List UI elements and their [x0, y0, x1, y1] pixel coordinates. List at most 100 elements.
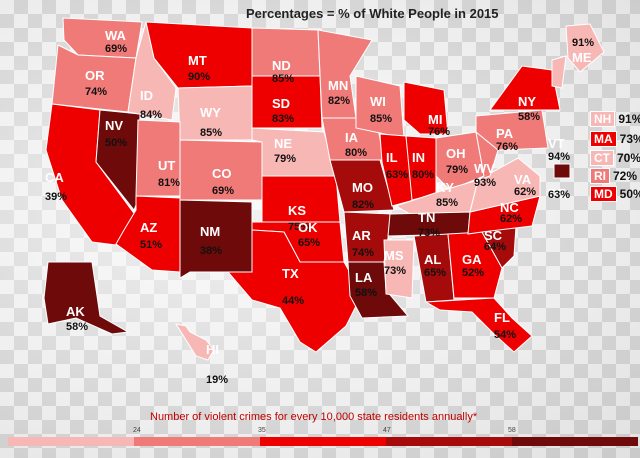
state-fl [424, 297, 533, 353]
state-abbr-nm: NM [200, 224, 220, 239]
legend-tick: 35 [258, 427, 266, 434]
state-pct-ny: 58% [518, 111, 540, 123]
state-pct-nv: 50% [105, 137, 127, 149]
state-tx [226, 229, 363, 353]
state-abbr-oh: OH [446, 146, 466, 161]
legend-tick: 47 [383, 427, 391, 434]
state-pct-la: 58% [355, 287, 377, 299]
state-vt [551, 55, 567, 89]
scale-segment-5 [512, 437, 638, 446]
scale-segment-3 [260, 437, 386, 446]
legend-title: Number of violent crimes for every 10,00… [150, 411, 478, 423]
ne-state-abbr: RI [590, 168, 610, 184]
state-abbr-nd: ND [272, 58, 291, 73]
state-pct-oh: 79% [446, 164, 468, 176]
state-abbr-ga: GA [462, 252, 482, 267]
state-pct-ne: 79% [274, 153, 296, 165]
state-abbr-nv: NV [105, 118, 123, 133]
state-abbr-ny: NY [518, 94, 536, 109]
state-abbr-nc: NC [500, 200, 519, 215]
state-mo [329, 159, 395, 213]
ne-state-abbr: NH [590, 111, 616, 127]
state-pct-sc: 64% [484, 241, 506, 253]
state-abbr-wv: WV [474, 161, 495, 176]
state-abbr-me: ME [572, 50, 592, 65]
state-pct-il: 63% [386, 169, 408, 181]
state-pct-ga: 52% [462, 267, 484, 279]
state-abbr-ks: KS [288, 203, 306, 218]
state-abbr-ut: UT [158, 158, 175, 173]
state-pct-az: 51% [140, 239, 162, 251]
state-la [347, 261, 410, 319]
state-pct-nm: 38% [200, 245, 222, 257]
state-abbr-al: AL [424, 252, 441, 267]
state-pct-al: 65% [424, 267, 446, 279]
state-abbr-fl: FL [494, 310, 510, 325]
state-pct-mt: 90% [188, 71, 210, 83]
legend-tick: 58 [508, 427, 516, 434]
state-pct-co: 69% [212, 185, 234, 197]
state-pct-mi: 76% [428, 126, 450, 138]
ne-state-pct: 70% [617, 151, 640, 165]
state-pct-in: 80% [412, 169, 434, 181]
state-pa [475, 109, 549, 151]
state-abbr-ok: OK [298, 220, 318, 235]
state-pct-or: 74% [85, 86, 107, 98]
ne-state-abbr: CT [590, 150, 614, 166]
ne-state-abbr: MD [590, 186, 617, 202]
state-pct-ca: 39% [45, 191, 67, 203]
state-hi [174, 323, 215, 361]
state-pct-ks: 75% [288, 221, 310, 233]
state-pct-ms: 73% [384, 265, 406, 277]
state-abbr-tx: TX [282, 266, 299, 281]
state-pct-tx: 44% [282, 295, 304, 307]
state-pct-tn: 73% [418, 227, 440, 239]
state-pct-nd: 85% [272, 73, 294, 85]
state-abbr-hi: HI [206, 342, 219, 357]
state-abbr-sd: SD [272, 96, 290, 111]
state-abbr-wi: WI [370, 94, 386, 109]
ne-state-pct: 73% [619, 132, 640, 146]
state-nm [179, 199, 253, 279]
state-pct-ia: 80% [345, 147, 367, 159]
state-pct-id: 84% [140, 109, 162, 121]
state-abbr-pa: PA [496, 126, 514, 141]
ne-state-ct: CT 70% [590, 150, 640, 166]
state-mi [403, 81, 449, 135]
state-pct-ak: 58% [66, 321, 88, 333]
scale-segment-2 [134, 437, 260, 446]
ne-state-pct: 91% [618, 112, 640, 126]
state-pct-ut: 81% [158, 177, 180, 189]
scale-segment-4 [386, 437, 512, 446]
state-pct-nc: 62% [500, 213, 522, 225]
state-pct-mo: 82% [352, 199, 374, 211]
state-abbr-vt: VT [548, 136, 565, 151]
state-abbr-ia: IA [345, 130, 359, 145]
ne-state-nh: NH 91% [590, 111, 640, 127]
state-abbr-mo: MO [352, 180, 373, 195]
state-pct-wv: 93% [474, 177, 496, 189]
state-abbr-ky: KY [436, 180, 454, 195]
color-scale-bar [8, 437, 638, 446]
state-pct-de: 63% [548, 189, 570, 201]
state-pct-me: 91% [572, 37, 594, 49]
state-de [553, 163, 571, 179]
state-abbr-tn: TN [418, 210, 435, 225]
map-title: Percentages = % of White People in 2015 [246, 6, 499, 21]
state-pct-va: 62% [514, 186, 536, 198]
state-me [565, 23, 605, 73]
state-pct-wy: 85% [200, 127, 222, 139]
state-pct-vt: 94% [548, 151, 570, 163]
legend-ticks: 24 35 47 58 [0, 427, 640, 437]
state-ny [489, 65, 561, 111]
state-ms [383, 239, 415, 299]
state-abbr-co: CO [212, 166, 232, 181]
state-abbr-mi: MI [428, 112, 442, 127]
state-abbr-il: IL [386, 150, 398, 165]
state-va [469, 157, 541, 213]
state-sd [251, 75, 323, 129]
state-pct-hi: 19% [206, 374, 228, 386]
